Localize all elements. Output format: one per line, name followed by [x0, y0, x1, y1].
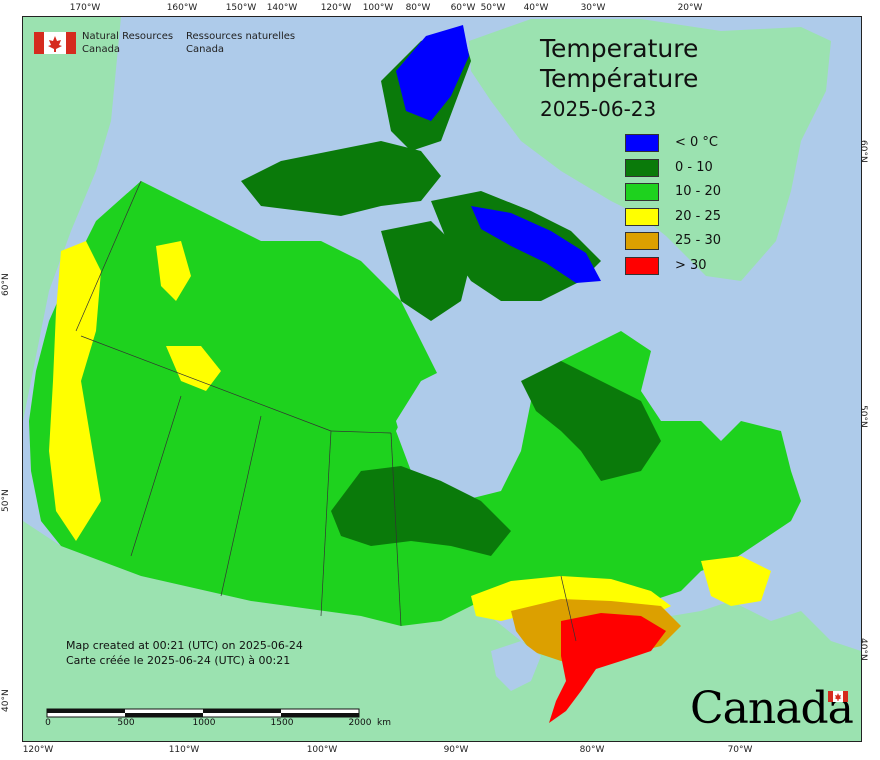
legend-label: < 0 °C: [675, 135, 719, 150]
graticule-label: 120°W: [22, 745, 54, 755]
hudson-lowlands-cool: [331, 466, 511, 556]
usa-land: [23, 521, 861, 741]
quebec-labrador-cool: [521, 361, 661, 481]
graticule-label: 70°W: [727, 745, 753, 755]
ellesmere-ice: [396, 25, 469, 121]
graticule-label: 40°N: [1, 689, 11, 712]
legend-swatch: [625, 183, 659, 201]
credit-english: Map created at 00:21 (UTC) on 2025-06-24: [66, 639, 303, 652]
agency-name-en: Natural Resources Canada: [82, 30, 173, 56]
graticule-label: 40°W: [523, 3, 549, 13]
legend-label: 0 - 10: [675, 159, 713, 175]
nwt-warm-region: [166, 346, 221, 391]
graticule-label: 40°N: [858, 638, 868, 661]
temperature-map[interactable]: [23, 17, 861, 741]
title-english: Temperature: [540, 34, 699, 63]
graticule-label: 150°W: [225, 3, 257, 13]
legend-swatch: [625, 158, 659, 177]
west-warm-region: [49, 241, 101, 541]
graticule-label: 20°W: [677, 3, 703, 13]
graticule-label: 160°W: [166, 3, 198, 13]
graticule-label: 60°N: [1, 273, 11, 296]
province-boundaries: [75, 180, 577, 642]
legend-swatch: [625, 256, 659, 275]
graticule-label: 140°W: [266, 3, 298, 13]
hudson-bay: [396, 361, 521, 481]
scale-unit-label: km: [377, 718, 391, 728]
agency-name-fr-line2: Canada: [186, 44, 225, 55]
maritimes-warm-region: [701, 556, 771, 606]
scale-tick-label: 1500: [270, 718, 294, 728]
graticule-label: 60°W: [450, 3, 476, 13]
graticule-label: 30°W: [580, 3, 606, 13]
agency-name-en-line1: Natural Resources: [82, 31, 174, 42]
canada-flag-icon: [34, 32, 76, 54]
graticule-label: 100°W: [362, 3, 394, 13]
graticule-label: 80°W: [579, 745, 605, 755]
scale-bar-graphic: [46, 708, 360, 718]
title-french: Température: [540, 64, 699, 93]
legend-label: 25 - 30: [675, 233, 722, 248]
agency-name-fr-line1: Ressources naturelles: [186, 31, 296, 42]
map-frame[interactable]: [22, 16, 862, 742]
graticule-label: 50°N: [1, 489, 11, 512]
baffin-ice: [471, 206, 601, 283]
scale-tick-label: 0: [45, 718, 51, 728]
legend-swatch: [625, 207, 659, 226]
graticule-label: 50°W: [480, 3, 506, 13]
southern-ontario-very-hot: [549, 613, 666, 723]
graticule-label: 60°N: [858, 140, 868, 163]
scale-bar: 0 500 1000 1500 2000 km: [45, 705, 391, 728]
wordmark-flag-icon: [828, 691, 848, 702]
agency-name-en-line2: Canada: [82, 44, 121, 55]
credit-french: Carte créée le 2025-06-24 (UTC) à 00:21: [66, 654, 291, 667]
canada-wordmark: Canada: [690, 683, 854, 734]
legend-label: 20 - 25: [675, 208, 722, 224]
great-lakes: [491, 641, 541, 691]
graticule-label: 50°N: [858, 405, 868, 428]
scale-tick-label: 1000: [192, 718, 216, 728]
graticule-label: 90°W: [443, 745, 469, 755]
graticule-label: 100°W: [306, 745, 338, 755]
graticule-label: 110°W: [168, 745, 200, 755]
legend-label: 10 - 20: [675, 184, 722, 199]
mainland-north-cool: [381, 221, 471, 321]
map-date: 2025-06-23: [540, 97, 657, 121]
scale-tick-label: 2000: [348, 718, 372, 728]
graticule-label: 80°W: [405, 3, 431, 13]
graticule-label: 120°W: [320, 3, 352, 13]
legend-swatch: [625, 134, 659, 152]
legend-label: > 30: [675, 257, 707, 273]
arctic-islands: [241, 141, 441, 216]
scale-tick-label: 500: [117, 718, 135, 728]
alaska-land: [23, 17, 121, 301]
yukon-warm-region: [156, 241, 191, 301]
legend-swatch: [625, 232, 659, 250]
graticule-label: 170°W: [69, 3, 101, 13]
map-title: Temperature Température 2025-06-23: [540, 34, 698, 122]
wordmark-text: Canada: [690, 683, 854, 734]
alaska-panhandle: [23, 291, 49, 421]
canada-mild-region: [29, 181, 801, 626]
agency-name-fr: Ressources naturelles Canada: [186, 30, 295, 56]
map-credit: Map created at 00:21 (UTC) on 2025-06-24…: [66, 638, 303, 668]
